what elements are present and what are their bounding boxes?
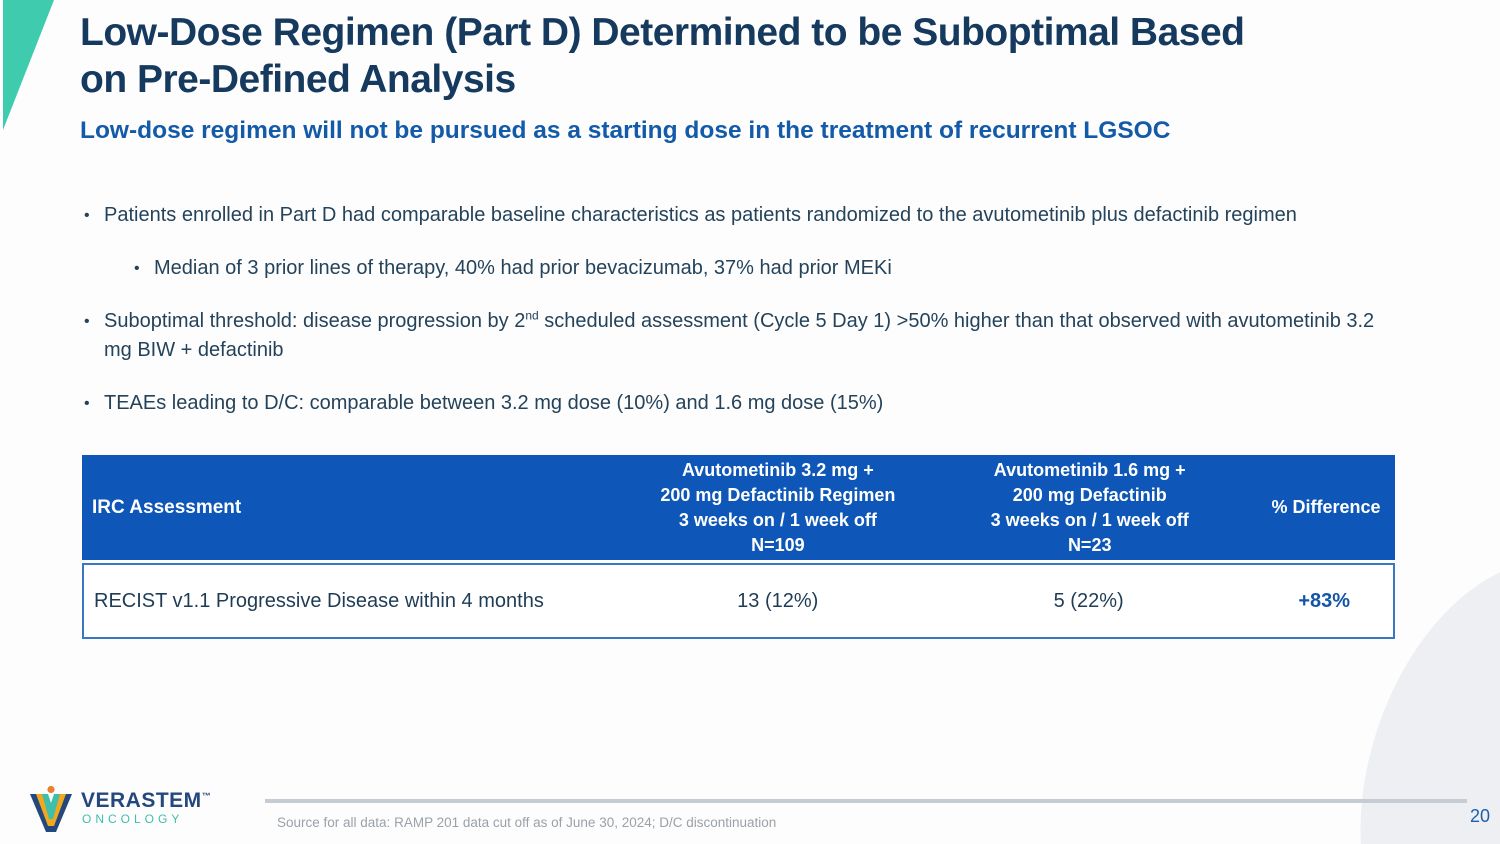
bullet-item-3-text: TEAEs leading to D/C: comparable between… — [104, 392, 884, 414]
bullet-icon: • — [134, 260, 140, 277]
page-subtitle: Low-dose regimen will not be pursued as … — [80, 117, 1171, 144]
source-note: Source for all data: RAMP 201 data cut o… — [277, 815, 777, 830]
table-cell-value-3-2mg: 13 (12%) — [737, 589, 819, 612]
logo-name-text: VERASTEM — [81, 789, 202, 812]
header-col2-line3: 3 weeks on / 1 week off — [678, 509, 877, 530]
table-header-avutometinib-3-2: Avutometinib 3.2 mg + 200 mg Defactinib … — [633, 458, 922, 558]
table-cell-value-1-6mg: 5 (22%) — [1053, 589, 1124, 612]
bullet-item-2: • Suboptimal threshold: disease progress… — [84, 307, 1386, 365]
verastem-v-icon — [28, 785, 74, 840]
bullet-item-1-sub: • Median of 3 prior lines of therapy, 40… — [134, 254, 1386, 283]
table-header-irc-assessment: IRC Assessment — [92, 496, 242, 518]
table-header-row: IRC Assessment Avutometinib 3.2 mg + 200… — [82, 455, 1395, 560]
logo-name: VERASTEM™ — [81, 785, 211, 812]
logo-subtitle: ONCOLOGY — [82, 812, 184, 826]
page-title: Low-Dose Regimen (Part D) Determined to … — [80, 10, 1470, 104]
header-col2-line1: Avutometinib 3.2 mg + — [681, 459, 874, 480]
page-number: 20 — [1469, 806, 1490, 826]
footer-divider — [265, 799, 1467, 803]
bullet-item-1: • Patients enrolled in Part D had compar… — [84, 201, 1386, 230]
bullet-item-2-text-pre: Suboptimal threshold: disease progressio… — [104, 310, 526, 332]
corner-accent-triangle — [3, 0, 54, 130]
bullet-item-3: • TEAEs leading to D/C: comparable betwe… — [84, 389, 1386, 418]
table-cell-percent-difference: +83% — [1298, 589, 1351, 612]
bullet-list: • Patients enrolled in Part D had compar… — [84, 201, 1386, 433]
bullet-item-2-text: Suboptimal threshold: disease progressio… — [104, 307, 1386, 365]
header-col2-line4: N=109 — [751, 534, 805, 555]
bullet-icon: • — [84, 313, 90, 330]
bullet-icon: • — [84, 395, 90, 412]
table-header-percent-difference: % Difference — [1271, 497, 1381, 517]
page-title-line2: on Pre-Defined Analysis — [80, 57, 516, 101]
table-row: RECIST v1.1 Progressive Disease within 4… — [82, 563, 1395, 639]
header-col3-line1: Avutometinib 1.6 mg + — [993, 459, 1186, 480]
bullet-icon: • — [84, 207, 90, 224]
verastem-logo: VERASTEM™ ONCOLOGY — [28, 785, 211, 840]
page-title-line1: Low-Dose Regimen (Part D) Determined to … — [80, 11, 1245, 54]
irc-assessment-table: IRC Assessment Avutometinib 3.2 mg + 200… — [82, 455, 1395, 639]
header-col3-line4: N=23 — [1067, 534, 1112, 555]
header-col3-line3: 3 weeks on / 1 week off — [990, 509, 1189, 530]
header-col2-line2: 200 mg Defactinib Regimen — [660, 484, 896, 505]
bullet-item-1-text: Patients enrolled in Part D had comparab… — [104, 204, 1297, 226]
verastem-logo-text: VERASTEM™ ONCOLOGY — [81, 785, 211, 827]
bullet-item-2-superscript: nd — [525, 308, 539, 323]
bullet-item-2-text-post: scheduled assessment (Cycle 5 Day 1) >50… — [104, 310, 1375, 361]
table-header-avutometinib-1-6: Avutometinib 1.6 mg + 200 mg Defactinib … — [922, 458, 1257, 558]
table-cell-recist-label: RECIST v1.1 Progressive Disease within 4… — [94, 589, 544, 612]
bullet-item-1-sub-text: Median of 3 prior lines of therapy, 40% … — [154, 257, 892, 279]
logo-trademark: ™ — [201, 791, 212, 801]
header-col3-line2: 200 mg Defactinib — [1012, 484, 1167, 505]
